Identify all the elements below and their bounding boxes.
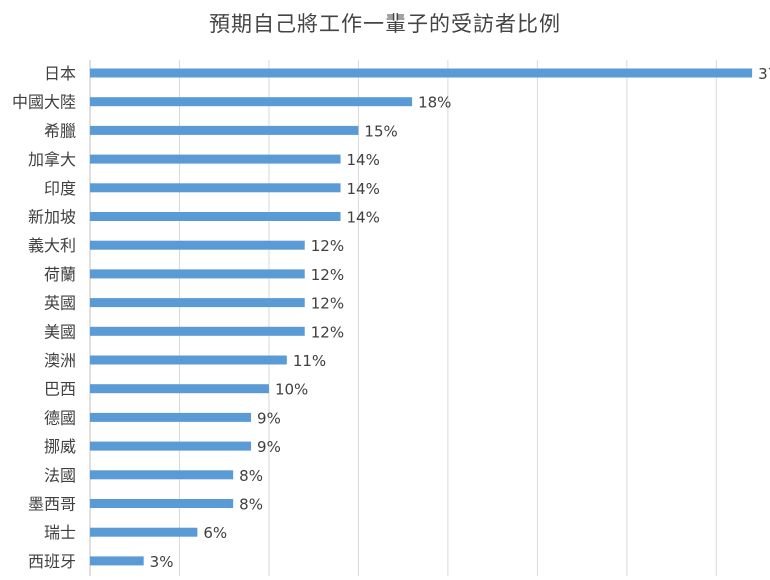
bar	[90, 97, 413, 107]
bar	[90, 499, 234, 508]
bar	[90, 470, 234, 480]
bar	[90, 556, 144, 566]
y-tick-label: 荷蘭	[44, 265, 76, 284]
data-label: 12%	[311, 237, 344, 255]
bar	[90, 68, 753, 78]
data-label: 6%	[203, 524, 227, 542]
data-label: 8%	[239, 467, 263, 485]
data-label: 9%	[257, 438, 281, 456]
bar	[90, 384, 269, 394]
bar	[90, 441, 252, 451]
y-tick-label: 義大利	[28, 236, 76, 255]
bar	[90, 412, 252, 422]
data-label: 12%	[311, 266, 344, 284]
data-label: 11%	[293, 352, 326, 370]
y-tick-label: 印度	[44, 179, 76, 198]
y-tick-label: 墨西哥	[28, 495, 76, 514]
data-label: 9%	[257, 409, 281, 427]
bar	[90, 298, 305, 308]
data-label: 12%	[311, 323, 344, 341]
data-label: 15%	[364, 122, 397, 140]
bar	[90, 154, 341, 164]
data-label: 14%	[347, 151, 380, 169]
data-label: 3%	[150, 553, 174, 571]
bar	[90, 125, 359, 135]
bar	[90, 240, 305, 250]
data-label: 14%	[347, 209, 380, 227]
y-tick-label: 法國	[44, 466, 76, 485]
data-label: 10%	[275, 381, 308, 399]
bar	[90, 183, 341, 193]
y-tick-label: 德國	[44, 408, 76, 427]
y-tick-label: 瑞士	[44, 523, 76, 542]
y-tick-label: 挪威	[44, 437, 76, 456]
y-tick-label: 新加坡	[28, 208, 76, 227]
y-tick-label: 英國	[44, 294, 76, 313]
y-tick-label: 日本	[44, 64, 76, 83]
bar	[90, 269, 305, 279]
data-label: 37%	[758, 65, 770, 83]
data-label: 12%	[311, 295, 344, 313]
y-tick-label: 加拿大	[28, 150, 76, 169]
y-tick-label: 美國	[44, 322, 76, 341]
data-label: 8%	[239, 496, 263, 514]
y-tick-label: 西班牙	[28, 552, 76, 571]
bar	[90, 527, 198, 537]
y-tick-label: 巴西	[44, 380, 76, 399]
y-tick-label: 希臘	[44, 121, 76, 140]
bar	[90, 355, 287, 365]
y-tick-label: 中國大陸	[12, 93, 76, 112]
bar	[90, 212, 341, 221]
data-label: 14%	[347, 180, 380, 198]
y-tick-label: 澳洲	[44, 351, 76, 370]
chart-title: 預期自己將工作一輩子的受訪者比例	[209, 12, 561, 36]
bar	[90, 326, 305, 336]
data-label: 18%	[418, 94, 451, 112]
